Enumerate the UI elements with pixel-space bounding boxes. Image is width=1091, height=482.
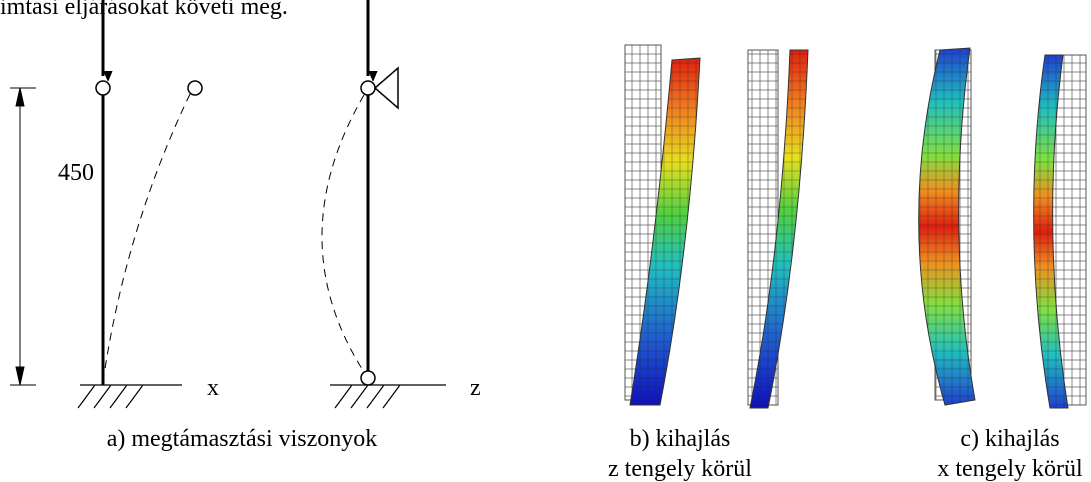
page: {"header_fragment": "imtasi eljárásokat … — [0, 0, 1091, 482]
beam-b1 — [625, 45, 700, 405]
caption: x tengely körül — [937, 456, 1083, 482]
caption: a) megtámasztási viszonyok — [107, 426, 378, 452]
support-x — [10, 0, 202, 408]
axis-label: x — [207, 375, 219, 401]
caption: c) kihajlás — [960, 426, 1059, 452]
dimension-label: 450 — [58, 160, 94, 186]
beam-c2 — [1034, 55, 1086, 408]
support-z — [322, 0, 446, 408]
caption: z tengely körül — [608, 456, 752, 482]
axis-label: z — [470, 375, 481, 401]
figure: imtasi eljárásokat követi meg. 450 x z a… — [0, 0, 1091, 482]
beam-c1 — [919, 48, 975, 405]
header-fragment: imtasi eljárásokat követi meg. — [0, 0, 288, 20]
beam-b2 — [748, 50, 808, 408]
caption: b) kihajlás — [630, 426, 731, 452]
